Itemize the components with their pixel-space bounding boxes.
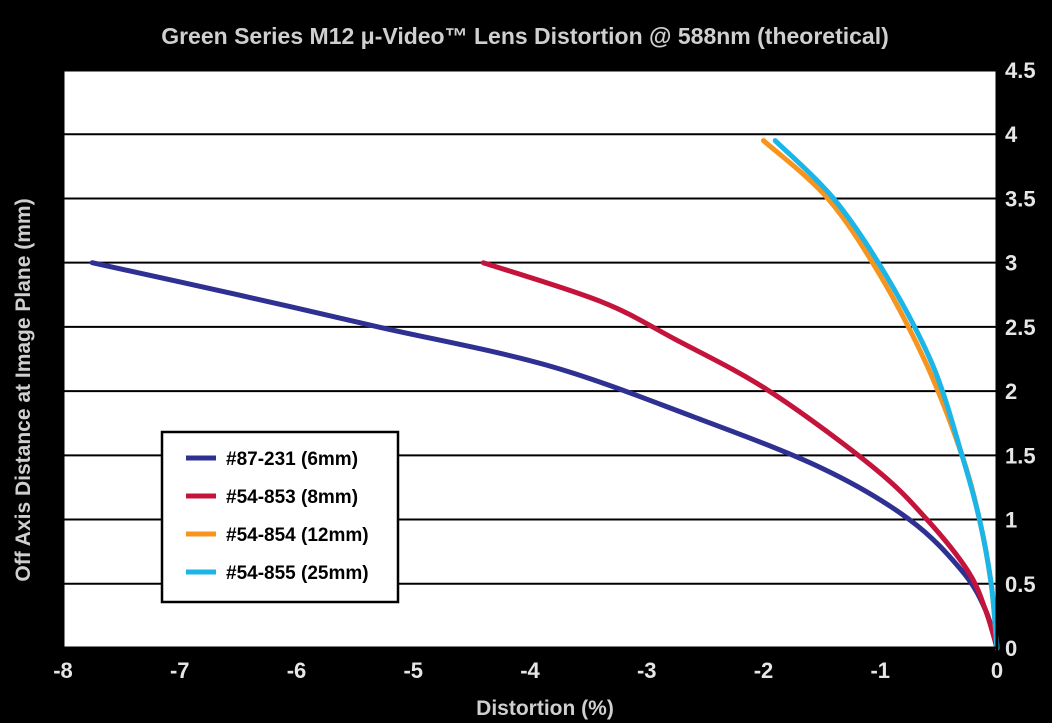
series-lines: [89, 138, 1000, 651]
y-tick-label-9: 4.5: [1005, 58, 1036, 83]
y-tick-label-0: 0: [1005, 636, 1017, 661]
y-tick-label-1: 0.5: [1005, 572, 1036, 597]
x-axis-label: Distortion (%): [476, 697, 614, 720]
legend-label-3: #54-855 (25mm): [226, 563, 369, 584]
legend-label-1: #54-853 (8mm): [226, 487, 358, 508]
x-axis-ticks: -8 -7 -6 -5 -4 -3 -2 -1 0: [53, 648, 1003, 683]
chart-title: Green Series M12 μ-Video™ Lens Distortio…: [161, 23, 889, 49]
x-tick-label-3: -5: [403, 658, 423, 683]
y-tick-label-4: 2: [1005, 379, 1017, 404]
x-tick-label-2: -6: [287, 658, 307, 683]
y-tick-label-3: 1.5: [1005, 443, 1036, 468]
legend-label-0: #87-231 (6mm): [226, 449, 358, 470]
legend-label-2: #54-854 (12mm): [226, 525, 369, 546]
y-tick-label-7: 3.5: [1005, 186, 1036, 211]
y-tick-label-6: 3: [1005, 251, 1017, 276]
series-line-0: [89, 260, 1000, 651]
x-tick-label-4: -4: [520, 658, 540, 683]
series-line-1: [480, 260, 1000, 651]
x-tick-label-7: -1: [870, 658, 890, 683]
y-axis-label: Off Axis Distance at Image Plane (mm): [12, 198, 35, 581]
series-line-3: [772, 138, 1000, 651]
legend: #87-231 (6mm) #54-853 (8mm) #54-854 (12mm)…: [160, 430, 400, 604]
x-tick-label-8: 0: [991, 658, 1003, 683]
x-tick-label-0: -8: [53, 658, 73, 683]
y-tick-label-8: 4: [1005, 122, 1018, 147]
y-tick-label-5: 2.5: [1005, 315, 1036, 340]
y-axis-ticks: 0 0.5 1 1.5 2 2.5 3 3.5 4 4.5: [1005, 58, 1036, 661]
x-tick-label-6: -2: [754, 658, 774, 683]
x-tick-label-1: -7: [170, 658, 190, 683]
x-tick-label-5: -3: [637, 658, 657, 683]
y-tick-label-2: 1: [1005, 508, 1017, 533]
